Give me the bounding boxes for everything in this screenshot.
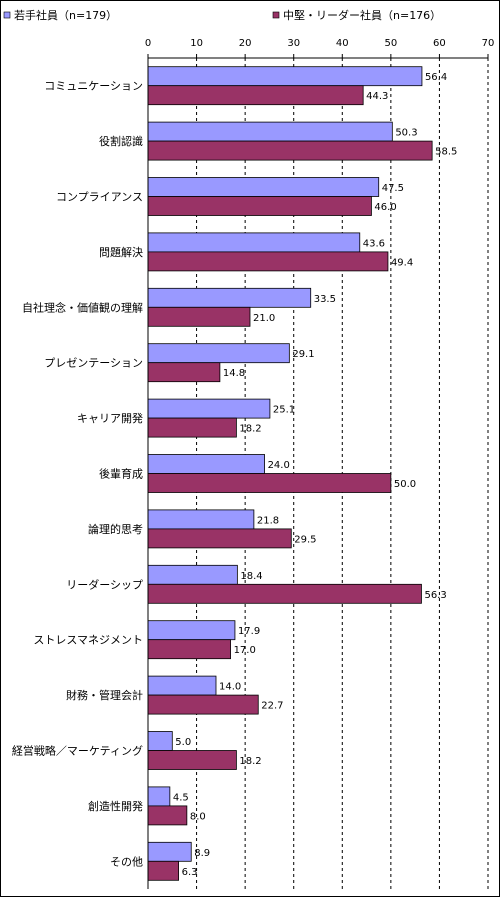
- data-label: 50.0: [394, 479, 416, 490]
- bar-young: [147, 786, 171, 807]
- category-label: 経営戦略／マーケティング: [12, 744, 143, 758]
- category-label: コンプライアンス: [56, 191, 143, 204]
- legend-label-young: 若手社員（n=179）: [14, 8, 117, 22]
- data-label: 43.6: [363, 238, 385, 249]
- data-label: 21.0: [253, 313, 275, 324]
- bar-young: [147, 287, 312, 308]
- bar-mid: [147, 251, 389, 272]
- data-label: 29.1: [292, 349, 314, 360]
- bar-mid: [147, 140, 433, 161]
- bar-mid: [147, 639, 231, 660]
- data-label: 21.8: [257, 515, 279, 526]
- category-label: 自社理念・価値観の理解: [22, 300, 143, 314]
- bar-mid: [147, 196, 372, 216]
- data-label: 18.2: [239, 424, 261, 435]
- data-label: 56.4: [425, 72, 447, 83]
- data-label: 46.0: [374, 202, 396, 213]
- bar-mid: [147, 362, 221, 383]
- bar-mid: [147, 805, 188, 826]
- data-label: 50.3: [395, 128, 417, 139]
- legend: 若手社員（n=179） 中堅・リーダー社員（n=176）: [3, 8, 441, 22]
- bar-young: [147, 620, 236, 641]
- data-label: 4.5: [173, 792, 189, 803]
- bar-young: [147, 675, 217, 696]
- data-label: 25.1: [273, 405, 295, 416]
- bar-young: [147, 66, 423, 87]
- data-label: 6.3: [182, 867, 198, 878]
- data-label: 8.0: [190, 811, 206, 822]
- category-labels: コミュニケーション役割認識コンプライアンス問題解決自社理念・価値観の理解プレゼン…: [12, 80, 143, 869]
- bar-mid: [147, 750, 237, 770]
- legend-label-mid: 中堅・リーダー社員（n=176）: [283, 8, 441, 22]
- category-label: 後輩育成: [99, 467, 143, 481]
- bar-young: [147, 454, 265, 474]
- data-label: 5.0: [175, 737, 191, 748]
- bars: [147, 66, 433, 881]
- data-label: 47.5: [382, 183, 404, 194]
- data-label: 29.5: [294, 534, 316, 545]
- tick-label: 50: [384, 38, 397, 49]
- tick-label: 10: [190, 38, 203, 49]
- bar-young: [147, 564, 238, 585]
- bar-mid: [147, 860, 180, 881]
- category-label: 創造性開発: [88, 799, 143, 813]
- tick-label: 30: [287, 38, 300, 49]
- data-label: 56.3: [424, 590, 446, 601]
- value-labels: 56.4 44.3 50.3 58.5 47.5 46.0 43.6 49.4 33.5 21.0…: [173, 72, 458, 878]
- tick-label: 0: [145, 38, 151, 49]
- tick-label: 40: [336, 38, 349, 49]
- bar-mid: [147, 473, 392, 493]
- bar-young: [147, 841, 192, 862]
- category-label: 問題解決: [99, 245, 143, 259]
- legend-swatch-young: [3, 11, 11, 19]
- bar-mid: [147, 417, 237, 438]
- tick-label: 60: [433, 38, 446, 49]
- category-label: 役割認識: [99, 134, 143, 148]
- category-label: キャリア開発: [77, 411, 143, 425]
- bar-young: [147, 232, 361, 253]
- category-label: ストレスマネジメント: [33, 634, 143, 647]
- bar-young: [147, 177, 380, 197]
- bar-young: [147, 509, 255, 530]
- category-label: その他: [110, 855, 143, 868]
- legend-swatch-mid: [272, 11, 280, 19]
- data-label: 18.4: [240, 571, 262, 582]
- bar-young: [147, 398, 271, 419]
- data-label: 17.0: [234, 645, 256, 656]
- category-label: リーダーシップ: [66, 577, 143, 591]
- bar-mid: [147, 85, 364, 106]
- category-label: 論理的思考: [88, 522, 143, 536]
- data-label: 58.5: [435, 147, 457, 158]
- data-label: 8.9: [194, 848, 210, 859]
- category-label: プレゼンテーション: [44, 357, 143, 370]
- bar-young: [147, 121, 393, 142]
- data-label: 33.5: [314, 294, 336, 305]
- tick-label: 20: [239, 38, 252, 49]
- bar-young: [147, 731, 173, 751]
- data-label: 44.3: [366, 91, 388, 102]
- bar-mid: [147, 528, 292, 549]
- bar-mid: [147, 583, 422, 604]
- data-label: 24.0: [268, 460, 290, 471]
- x-axis-ticks: 0 10 20 30 40 50 60 70: [145, 38, 495, 58]
- category-label: 財務・管理会計: [66, 688, 143, 702]
- data-label: 49.4: [391, 257, 413, 268]
- bar-young: [147, 343, 290, 364]
- category-label: コミュニケーション: [44, 80, 143, 93]
- data-label: 14.0: [219, 682, 241, 693]
- data-label: 18.2: [239, 756, 261, 767]
- data-label: 14.8: [223, 368, 245, 379]
- bar-mid: [147, 306, 251, 327]
- data-label: 17.9: [238, 626, 260, 637]
- bar-mid: [147, 694, 259, 715]
- tick-label: 70: [482, 38, 495, 49]
- data-label: 22.7: [261, 701, 283, 712]
